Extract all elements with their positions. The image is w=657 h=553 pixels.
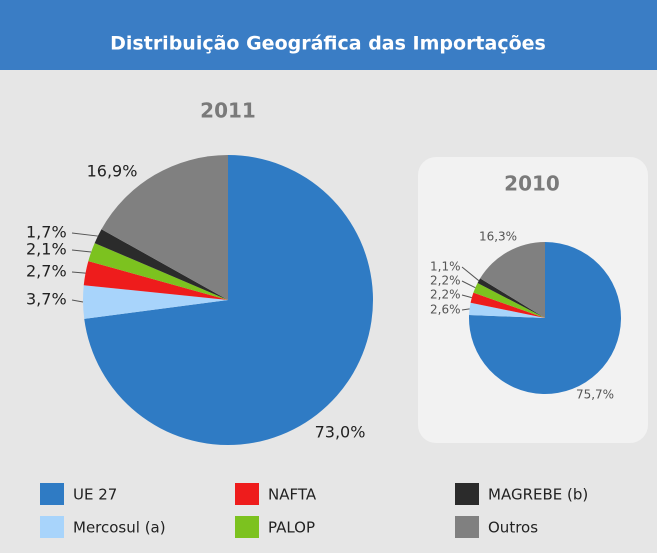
data-label: 2,1% — [26, 240, 67, 259]
data-label: 3,7% — [26, 290, 67, 309]
legend-swatch — [235, 516, 259, 538]
pie-slice — [469, 302, 545, 318]
data-label: 73,0% — [315, 423, 366, 442]
data-label: 2,6% — [430, 303, 461, 317]
leader-line — [461, 280, 476, 289]
data-label: 75,7% — [576, 388, 614, 402]
legend-label: Mercosul (a) — [73, 519, 166, 537]
legend-label: PALOP — [268, 519, 315, 537]
legend-label: NAFTA — [268, 486, 317, 504]
legend-swatch — [235, 483, 259, 505]
leader-line — [71, 249, 92, 253]
legend-swatch — [40, 516, 64, 538]
pie-slice — [94, 229, 229, 300]
legend-swatch — [455, 516, 479, 538]
pie-slice — [480, 242, 545, 318]
pie-slice — [470, 292, 545, 318]
pie-slice — [84, 155, 373, 445]
pie-slice — [83, 285, 229, 319]
legend-swatch — [455, 483, 479, 505]
legend-label: UE 27 — [73, 486, 117, 504]
leader-line — [71, 271, 86, 274]
legend-label: MAGREBE (b) — [488, 486, 588, 504]
leader-line — [461, 266, 480, 282]
chart-title: 2011 — [200, 99, 256, 123]
leader-line — [461, 294, 472, 299]
data-label: 2,7% — [26, 262, 67, 281]
pie-slice — [477, 278, 545, 318]
header-title: Distribuição Geográfica das Importações — [110, 33, 546, 55]
data-label: 2,2% — [430, 274, 461, 288]
legend-label: Outros — [488, 519, 538, 537]
pie-slice — [83, 261, 228, 300]
leader-line — [461, 308, 470, 311]
chart-title: 2010 — [504, 172, 560, 196]
data-label: 1,7% — [26, 223, 67, 242]
data-label: 16,3% — [479, 230, 517, 244]
pie-slice — [473, 282, 545, 318]
pie-slice — [101, 155, 228, 300]
header-bar — [0, 0, 657, 70]
data-label: 2,2% — [430, 288, 461, 302]
legend-swatch — [40, 483, 64, 505]
data-label: 1,1% — [430, 260, 461, 274]
data-label: 16,9% — [87, 162, 138, 181]
leader-line — [71, 232, 98, 237]
pie-slice — [88, 243, 228, 300]
leader-line — [71, 299, 84, 303]
